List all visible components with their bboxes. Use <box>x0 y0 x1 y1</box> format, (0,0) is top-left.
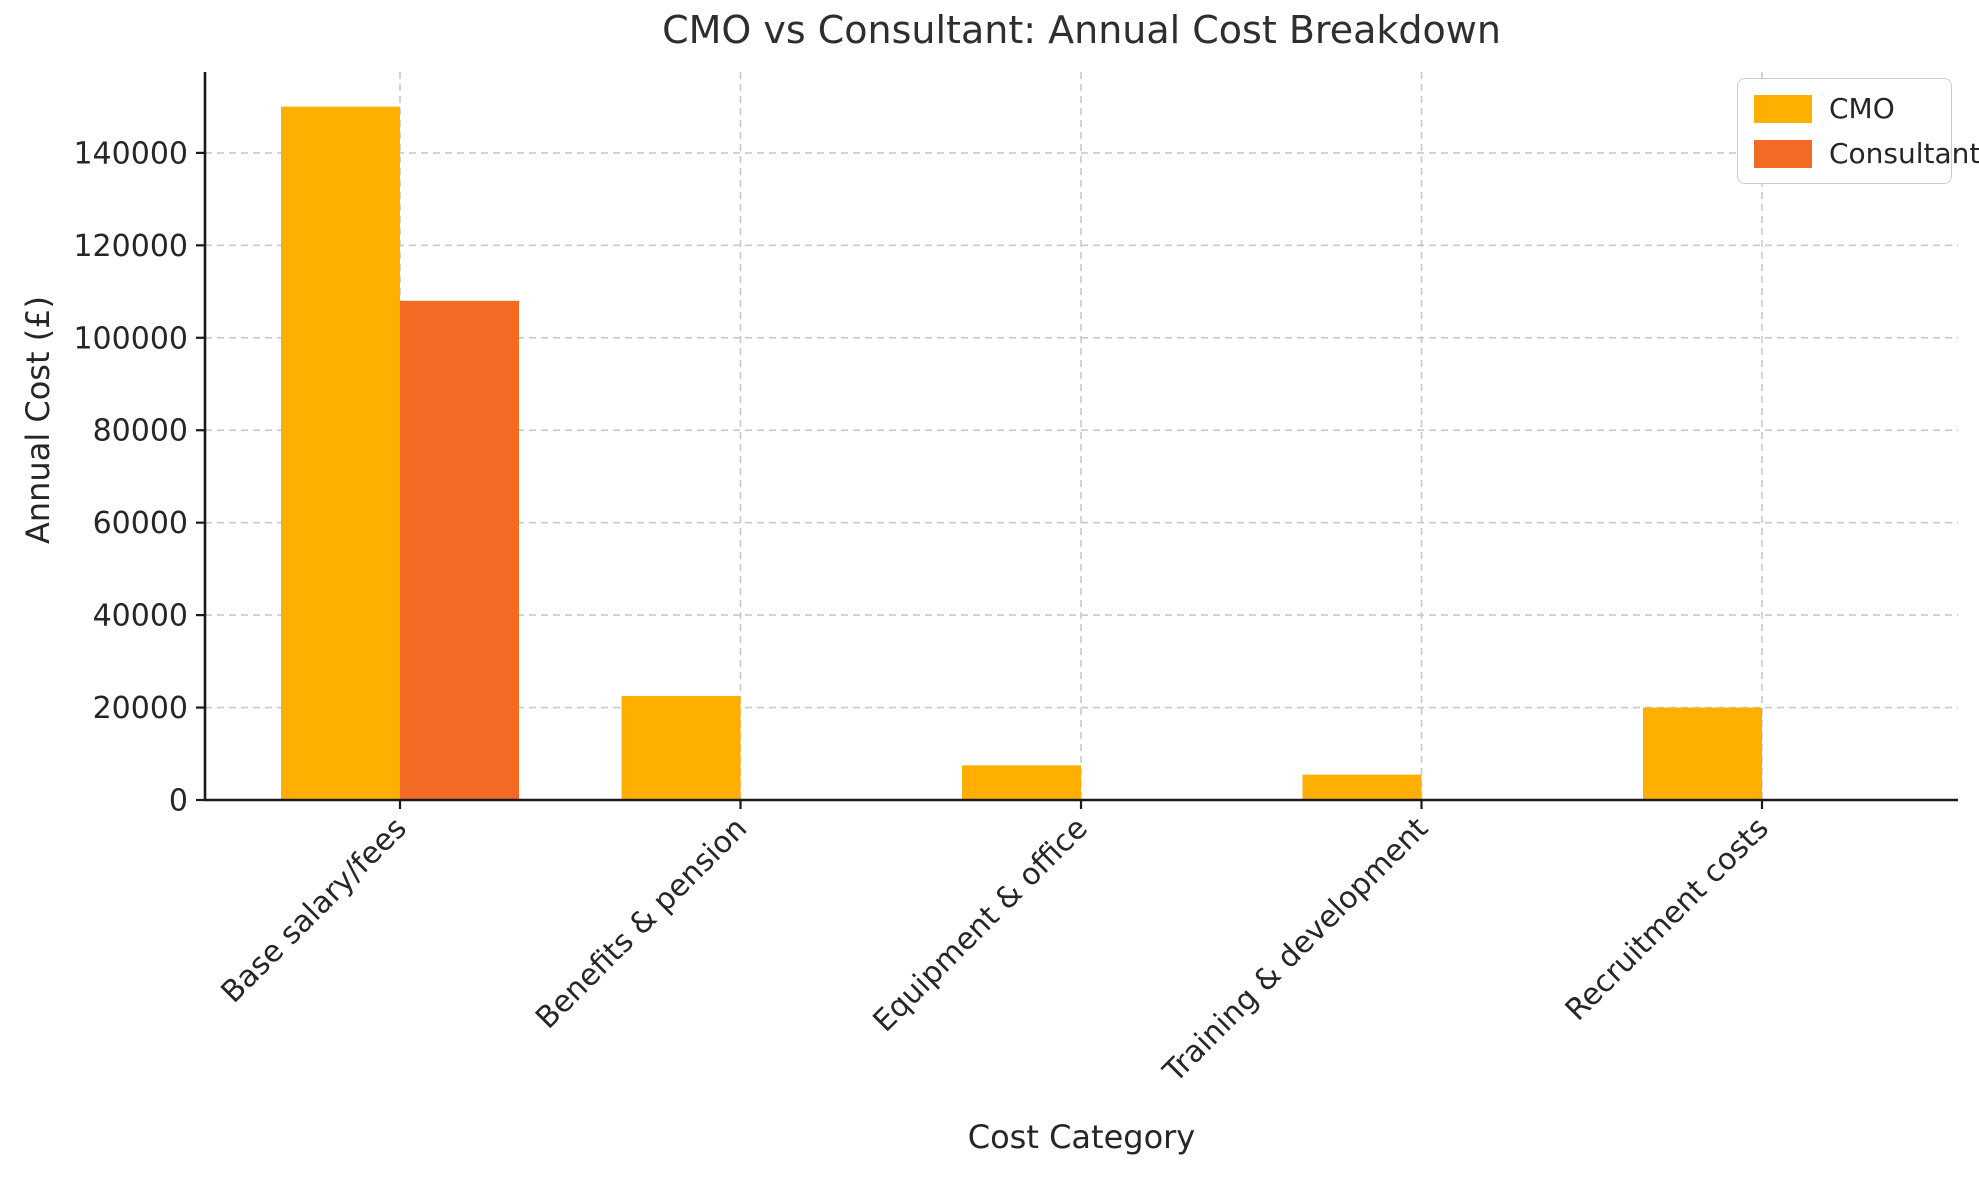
x-tick-label: Training & development <box>1156 811 1435 1090</box>
y-tick-label: 120000 <box>73 229 188 264</box>
y-tick-label: 40000 <box>93 599 188 634</box>
legend: CMO Consultant <box>1737 78 1979 184</box>
legend-item-cmo: CMO <box>1754 92 1935 125</box>
y-tick-label: 100000 <box>73 321 188 356</box>
y-tick-label: 80000 <box>93 414 188 449</box>
consultant-color-swatch <box>1754 139 1812 168</box>
bar-consultant-0 <box>400 300 519 800</box>
x-tick-label: Base salary/fees <box>215 811 414 1010</box>
bar-cmo-4 <box>1643 707 1762 800</box>
y-tick-label: 20000 <box>93 691 188 726</box>
bar-cmo-1 <box>621 696 741 800</box>
x-axis-label: Cost Category <box>967 1118 1196 1156</box>
y-tick-label: 60000 <box>93 506 188 541</box>
chart-title: CMO vs Consultant: Annual Cost Breakdown <box>662 8 1501 52</box>
legend-label-cmo: CMO <box>1829 92 1895 125</box>
bar-cmo-2 <box>962 765 1081 800</box>
x-tick-label: Recruitment costs <box>1559 811 1776 1028</box>
legend-item-consultant: Consultant <box>1754 137 1979 170</box>
cmo-color-swatch <box>1754 94 1812 123</box>
bar-cmo-0 <box>281 106 400 800</box>
y-axis-label: Annual Cost (£) <box>19 295 57 545</box>
x-tick-label: Equipment & office <box>867 811 1095 1039</box>
legend-label-consultant: Consultant <box>1829 137 1979 170</box>
y-tick-label: 0 <box>169 784 188 819</box>
y-tick-label: 140000 <box>73 136 188 171</box>
x-tick-label: Benefits & pension <box>529 811 754 1036</box>
bar-cmo-3 <box>1302 774 1422 800</box>
